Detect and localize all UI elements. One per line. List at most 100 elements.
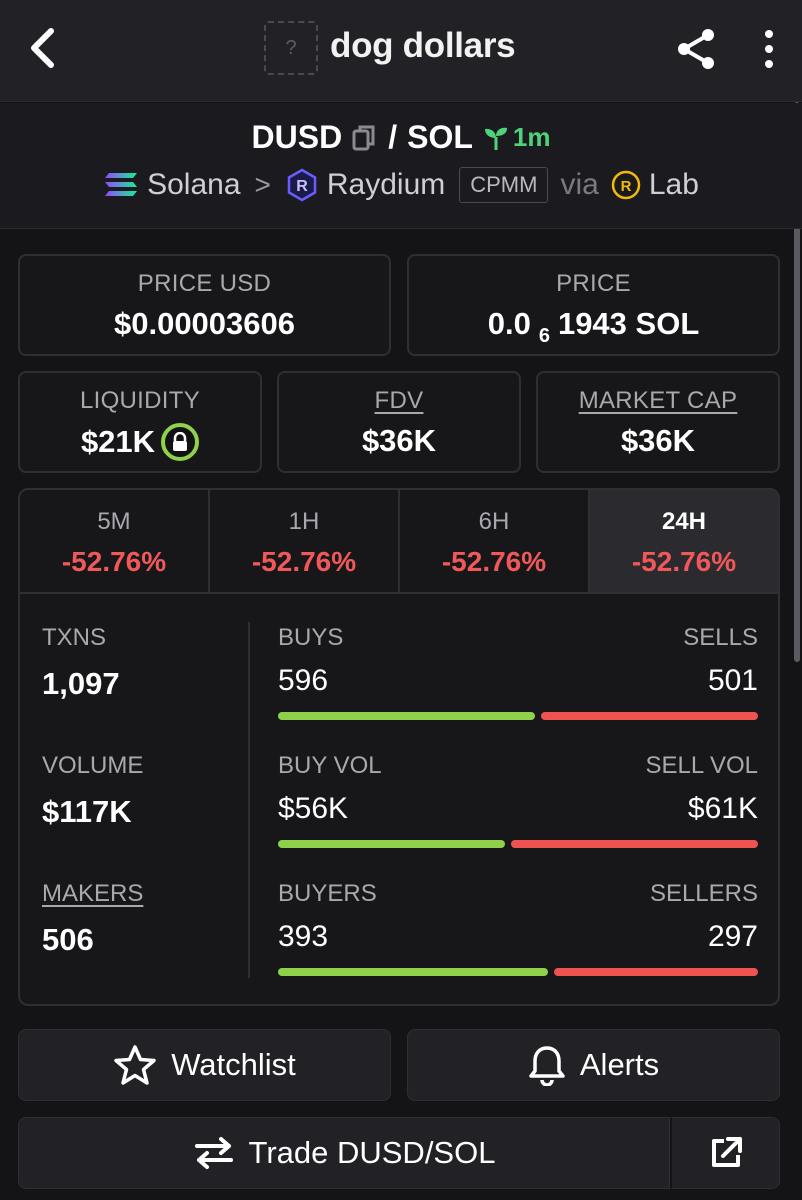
placeholder-glyph: ? — [285, 36, 297, 59]
sprout-icon — [484, 127, 507, 150]
external-link-icon — [711, 1137, 742, 1167]
alerts-button[interactable]: Alerts — [407, 1029, 780, 1101]
share-button[interactable] — [672, 24, 720, 74]
kebab-menu-icon — [765, 30, 773, 68]
fdv-card: FDV $36K — [277, 371, 521, 473]
scrollbar-thumb[interactable] — [794, 102, 800, 662]
pair-age: 1m — [483, 122, 551, 153]
stats-panel: 5M -52.76% 1H -52.76% 6H -52.76% 24H -52… — [18, 488, 780, 1006]
bell-icon — [529, 1046, 565, 1086]
trade-button[interactable]: Trade DUSD/SOL — [18, 1117, 670, 1189]
buyers-label: BUYERS — [278, 880, 377, 907]
tab-label: 6H — [478, 508, 510, 535]
quote-token-symbol: SOL — [407, 119, 473, 155]
fdv-value: $36K — [361, 423, 437, 458]
pair-age-value: 1m — [512, 122, 551, 152]
buyers-sellers-bar — [278, 968, 758, 976]
buyers-bar-fill — [278, 968, 548, 976]
sellers-label: SELLERS — [649, 880, 758, 907]
sells-value: 501 — [707, 664, 758, 697]
tab-label: 24H — [661, 508, 707, 535]
more-options-button[interactable] — [755, 24, 783, 74]
dex-link[interactable]: Raydium — [326, 168, 446, 201]
base-token-symbol: DUSD — [251, 119, 343, 155]
liquidity-card: LIQUIDITY $21K — [18, 371, 262, 473]
liquidity-value: $21K — [80, 424, 156, 459]
tab-change: -52.76% — [441, 546, 547, 577]
stats-divider — [248, 622, 250, 978]
price-native-label: PRICE — [556, 270, 631, 297]
trade-label: Trade DUSD/SOL — [248, 1135, 496, 1170]
svg-text:R: R — [620, 178, 631, 195]
buys-value: 596 — [278, 664, 329, 697]
market-cap-value: $36K — [620, 423, 696, 458]
buy-vol-label: BUY VOL — [278, 752, 382, 779]
price-native-digits: 1943 SOL — [557, 306, 700, 341]
back-button[interactable] — [22, 22, 62, 74]
open-external-button[interactable] — [670, 1117, 780, 1189]
tab-24h[interactable]: 24H -52.76% — [590, 490, 778, 592]
price-native-prefix: 0.0 — [487, 306, 531, 341]
txns-label: TXNS — [42, 624, 107, 651]
buy-bar-fill — [278, 712, 535, 720]
timeframe-tabs: 5M -52.76% 1H -52.76% 6H -52.76% 24H -52… — [20, 490, 778, 594]
tab-1h[interactable]: 1H -52.76% — [210, 490, 400, 592]
page-title: dog dollars — [330, 26, 516, 65]
market-cap-label[interactable]: MARKET CAP — [578, 387, 738, 414]
fdv-label[interactable]: FDV — [374, 387, 424, 414]
pair-separator: / — [388, 119, 398, 155]
liquidity-value-row: $21K — [20, 423, 260, 461]
volume-stat: VOLUME $117K — [42, 752, 242, 830]
chain-line: Solana > R Raydium CPMM via R Lab — [0, 167, 802, 203]
liquidity-lock-icon[interactable] — [161, 423, 200, 461]
tab-6h[interactable]: 6H -52.76% — [400, 490, 590, 592]
makers-stat: MAKERS 506 — [42, 880, 242, 958]
lab-icon: R — [611, 170, 641, 200]
sell-vol-value: $61K — [687, 792, 758, 825]
top-bar: ? dog dollars — [0, 0, 802, 102]
star-icon — [114, 1045, 156, 1085]
svg-text:R: R — [296, 178, 308, 195]
volume-value: $117K — [42, 794, 132, 829]
buyers-sellers-group: BUYERS SELLERS 393 297 — [278, 880, 758, 976]
buy-vol-value: $56K — [278, 792, 349, 825]
buys-sells-group: BUYS SELLS 596 501 — [278, 624, 758, 720]
sells-label: SELLS — [683, 624, 758, 651]
makers-label[interactable]: MAKERS — [42, 880, 144, 907]
volume-split-group: BUY VOL SELL VOL $56K $61K — [278, 752, 758, 848]
tab-change: -52.76% — [61, 546, 167, 577]
watchlist-button[interactable]: Watchlist — [18, 1029, 391, 1101]
sell-bar-fill — [541, 712, 758, 720]
chain-link[interactable]: Solana — [147, 168, 241, 201]
tab-change: -52.76% — [631, 546, 737, 577]
pair-header: DUSD / SOL 1m Solana > R Raydium CPMM vi… — [0, 103, 802, 229]
makers-value: 506 — [42, 922, 94, 957]
liquidity-label: LIQUIDITY — [79, 387, 201, 414]
price-native-card: PRICE 0.0 6 1943 SOL — [407, 254, 780, 356]
price-native-zero-count: 6 — [538, 324, 550, 347]
price-native-value: 0.0 6 1943 SOL — [409, 306, 778, 347]
watchlist-label: Watchlist — [171, 1047, 296, 1082]
volume-split-bar — [278, 840, 758, 848]
txns-value: 1,097 — [42, 666, 120, 701]
sellers-value: 297 — [707, 920, 758, 953]
volume-label: VOLUME — [42, 752, 144, 779]
raydium-icon: R — [287, 168, 317, 202]
share-icon — [678, 29, 714, 69]
solana-icon — [105, 173, 138, 196]
sell-vol-bar-fill — [511, 840, 758, 848]
chevron-left-icon — [31, 28, 54, 68]
copy-icon[interactable] — [352, 124, 378, 152]
price-usd-label: PRICE USD — [137, 270, 272, 297]
price-usd-card: PRICE USD $0.00003606 — [18, 254, 391, 356]
sell-vol-label: SELL VOL — [645, 752, 758, 779]
buys-label: BUYS — [278, 624, 344, 651]
price-usd-value: $0.00003606 — [113, 306, 296, 341]
pair-line: DUSD / SOL 1m — [0, 119, 802, 156]
token-logo-placeholder: ? — [264, 21, 318, 75]
tab-5m[interactable]: 5M -52.76% — [20, 490, 210, 592]
buys-sells-bar — [278, 712, 758, 720]
buyers-value: 393 — [278, 920, 329, 953]
source-link[interactable]: Lab — [648, 168, 699, 201]
alerts-label: Alerts — [579, 1047, 660, 1082]
